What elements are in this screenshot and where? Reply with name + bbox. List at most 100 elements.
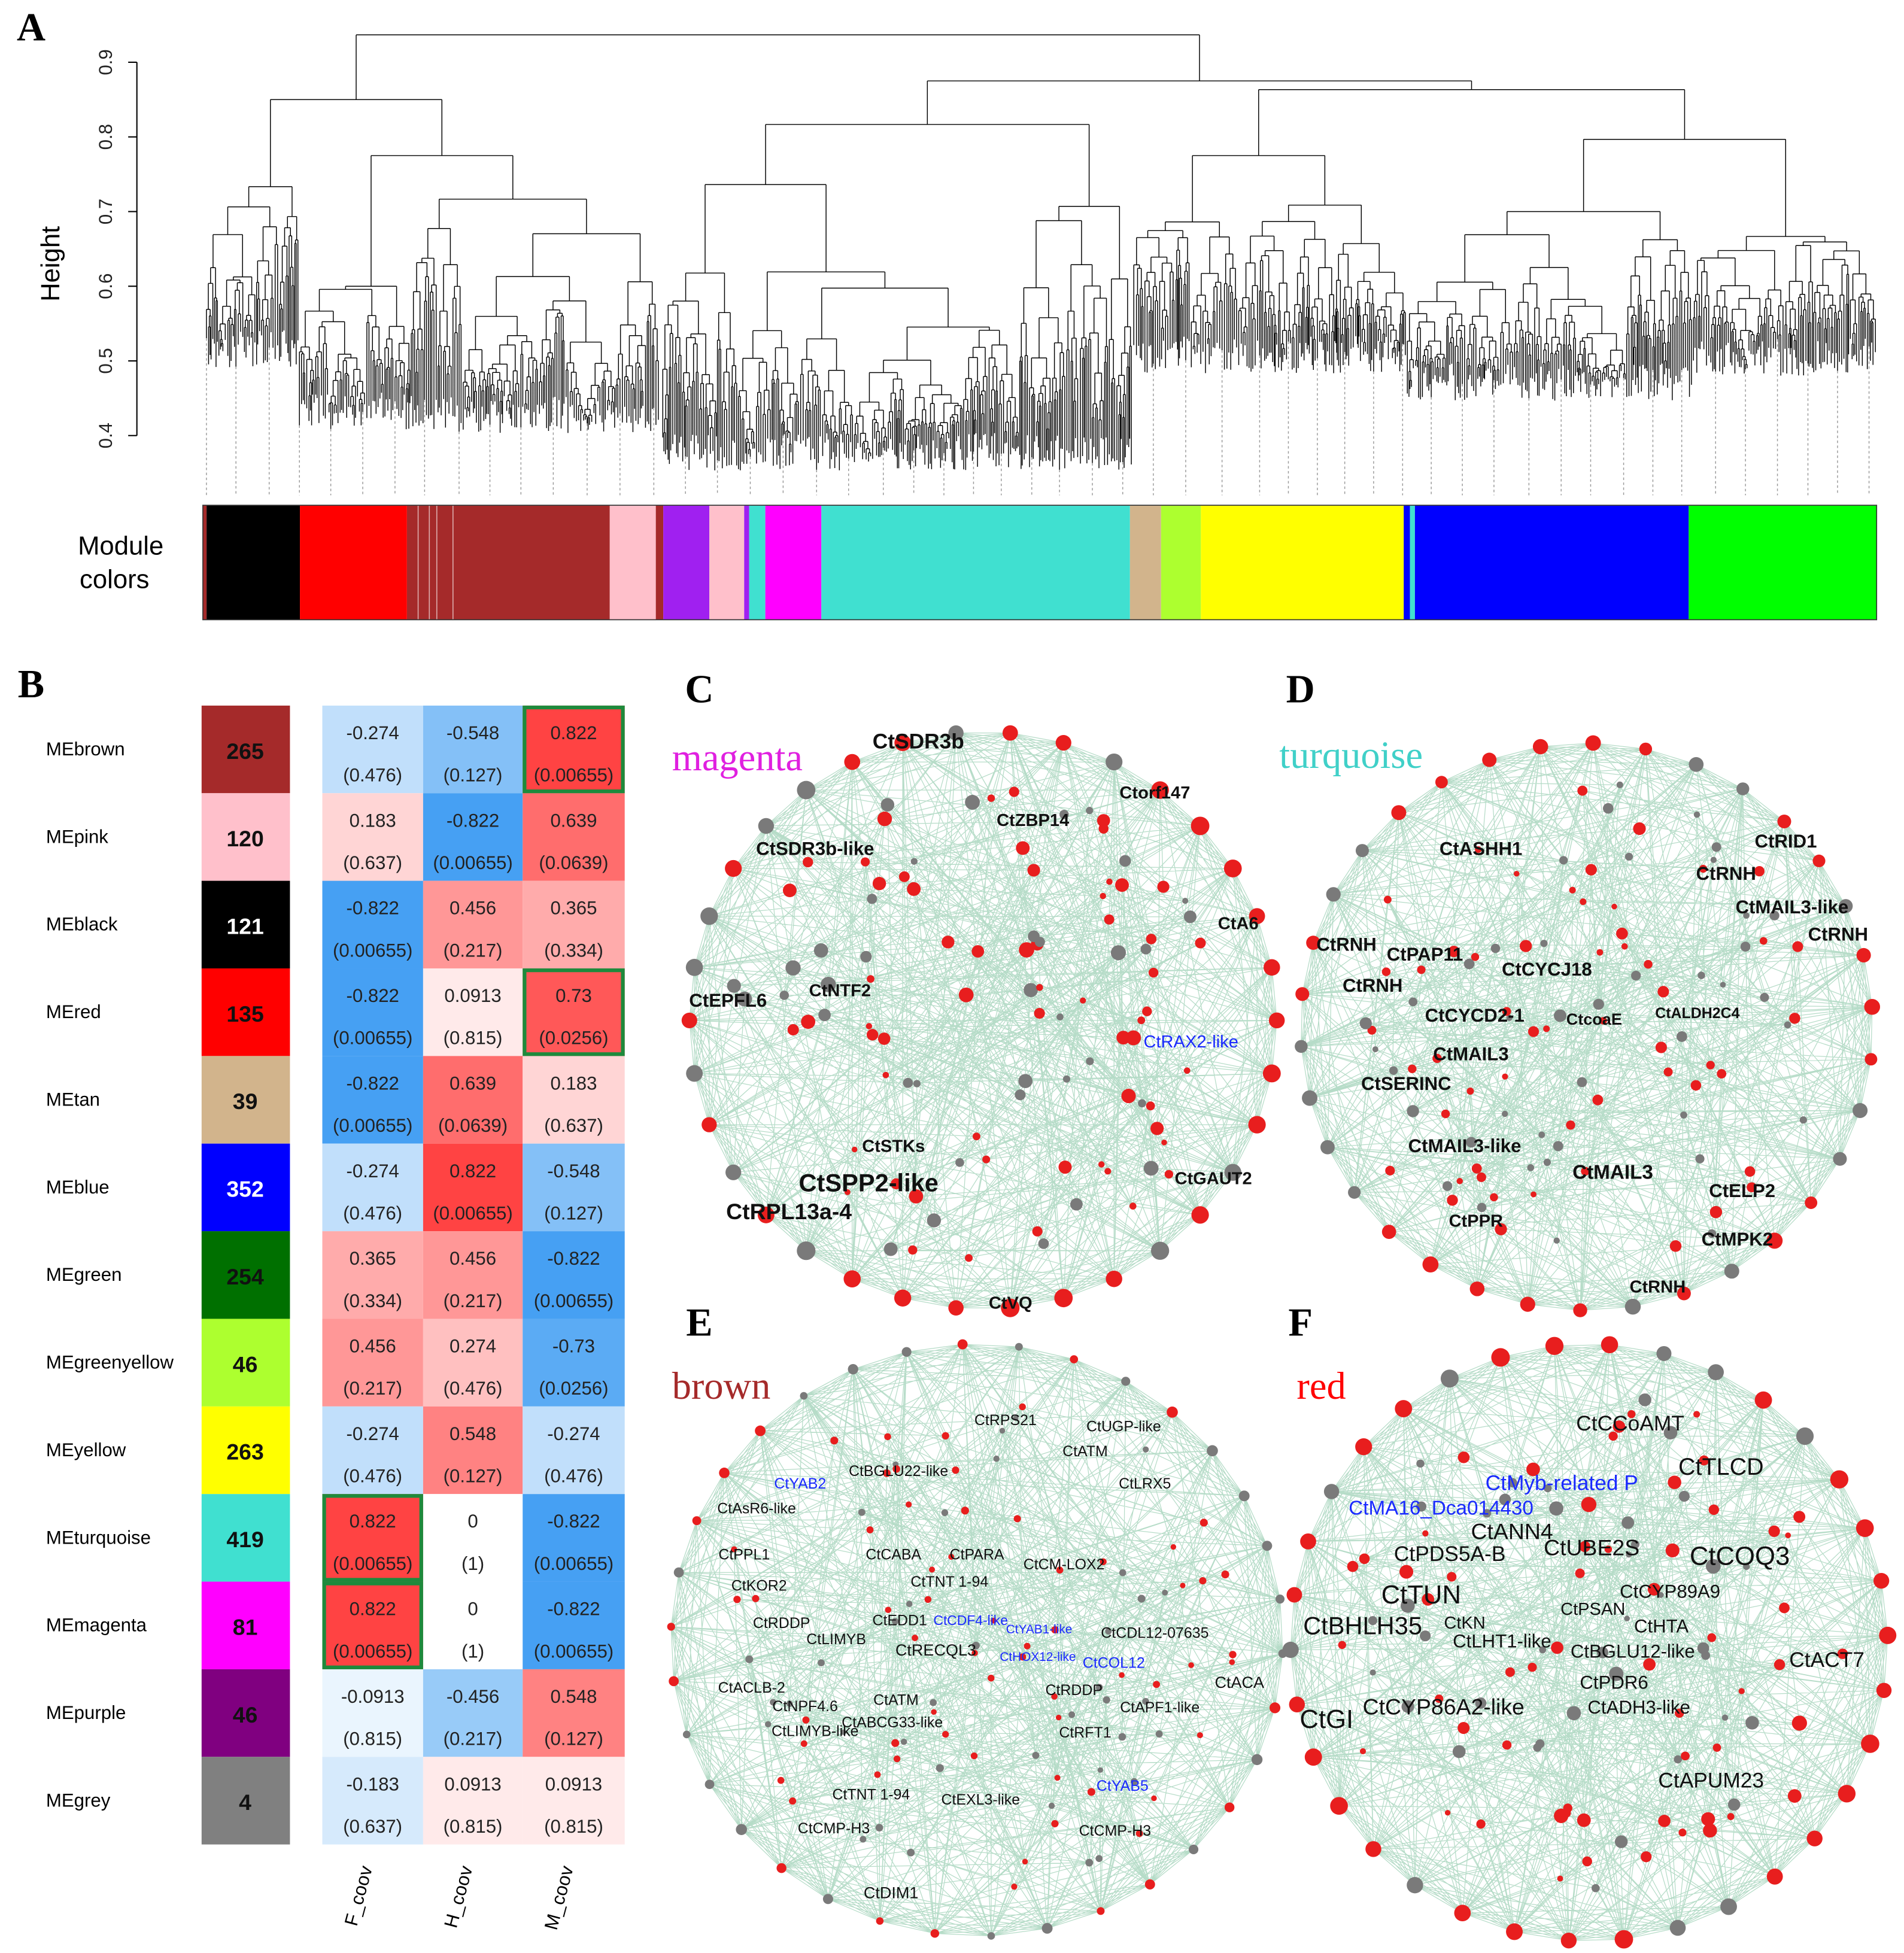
network-node [1502,1073,1508,1080]
network-node [1143,1446,1149,1453]
p-value: (0.217) [444,940,503,961]
module-size: 121 [226,914,263,939]
network-node [1097,814,1110,827]
network-node [1864,1053,1878,1066]
module-color-segment [1201,505,1404,620]
module-color-segment [406,505,610,620]
network-node [952,1466,959,1474]
network-node [892,1465,900,1473]
network-node [1784,1021,1791,1029]
network-node [1338,1641,1347,1650]
gene-label: CtMAIL3-like [1408,1135,1522,1156]
p-value: (0.00655) [433,1202,512,1223]
network-node [1115,878,1129,892]
network-node [866,1029,879,1041]
y-tick-label: 0.9 [95,49,116,75]
network-node [875,1824,883,1831]
network-node [892,1618,899,1625]
network-node [1582,1856,1592,1867]
correlation-value: 0.822 [350,1599,396,1620]
network-node [1104,914,1115,925]
network-node [1027,864,1040,877]
network-node [1086,807,1094,815]
network-node [702,1117,717,1132]
network-node [1475,1697,1487,1709]
correlation-value: 0.548 [550,1686,597,1707]
network-node [924,1596,932,1603]
network-node [787,1023,799,1035]
correlation-cell [423,1319,523,1407]
gene-label: CtYAB5 [1097,1778,1149,1794]
network-node [1119,1672,1125,1678]
gene-label: CtVQ [989,1294,1033,1313]
network-node [1680,1111,1687,1119]
p-value: (0.00655) [534,1553,614,1574]
module-swatch [201,1581,290,1669]
correlation-cell [523,880,625,968]
p-value: (0.815) [343,1729,402,1750]
network-node [1229,1659,1235,1665]
network-node [1531,1191,1537,1198]
network-node [1416,1501,1427,1512]
network-node [1118,1733,1126,1741]
network-node [1326,887,1341,902]
network-node [1577,1813,1591,1827]
y-tick-label: 0.7 [95,199,116,224]
correlation-value: 0 [467,1511,478,1532]
network-node [1355,1438,1372,1456]
network-node [1805,1196,1818,1209]
module-name: MEgrey [46,1790,111,1811]
gene-label: CtRNH [1316,934,1376,955]
network-node [1070,1355,1079,1363]
network-node [1551,1641,1563,1654]
network-node [1585,735,1601,751]
network-node [1051,1820,1059,1828]
network-node [1613,1420,1626,1433]
network-node [1744,1166,1756,1177]
correlation-cell [423,880,523,968]
network-node [1164,1170,1174,1179]
network-node [1036,984,1043,991]
module-name: MEmagenta [46,1615,147,1636]
network-node [1013,1515,1021,1523]
network-node [987,1932,995,1940]
network-node [1422,1256,1439,1273]
network-node [1086,1057,1094,1065]
network-node [1457,1451,1470,1463]
network-node [1055,734,1071,751]
network-node [848,1363,858,1375]
correlation-value: 0.183 [550,1073,597,1094]
module-swatch [201,1143,290,1232]
network-node [1368,1616,1377,1626]
gene-label: CtGAUT2 [1174,1170,1252,1189]
network-node [1624,852,1633,861]
network-node [987,794,995,802]
network-node [1058,1160,1072,1174]
module-size: 265 [226,739,263,764]
gene-label: CtCM-LOX2 [1024,1556,1105,1573]
network-node [1677,1286,1691,1301]
network-node [931,1709,937,1715]
network-node [1631,970,1641,981]
network-node [1707,1633,1717,1642]
gene-label: CtRPS21 [974,1412,1037,1429]
gene-label: CtABCG33-like [842,1714,943,1731]
network-node [1442,1181,1453,1191]
network-node [973,1132,980,1141]
network-node [1665,1543,1680,1557]
network-node [1347,1560,1359,1572]
network-node [1508,1478,1517,1487]
network-node [1137,1594,1146,1603]
network-node [1601,1336,1618,1353]
gene-label: CtAsR6-like [717,1501,796,1517]
network-node [1095,1855,1103,1862]
network-node [1796,1427,1814,1445]
gene-label: CtSPP2-like [799,1168,939,1196]
module-swatch [201,1056,290,1144]
gene-label: CtSDR3b-like [756,838,874,859]
module-size: 263 [226,1439,263,1465]
p-value: (0.815) [444,1816,503,1837]
network-node [1447,1195,1458,1206]
module-size: 4 [239,1790,251,1815]
correlation-value: -0.548 [547,1161,600,1181]
